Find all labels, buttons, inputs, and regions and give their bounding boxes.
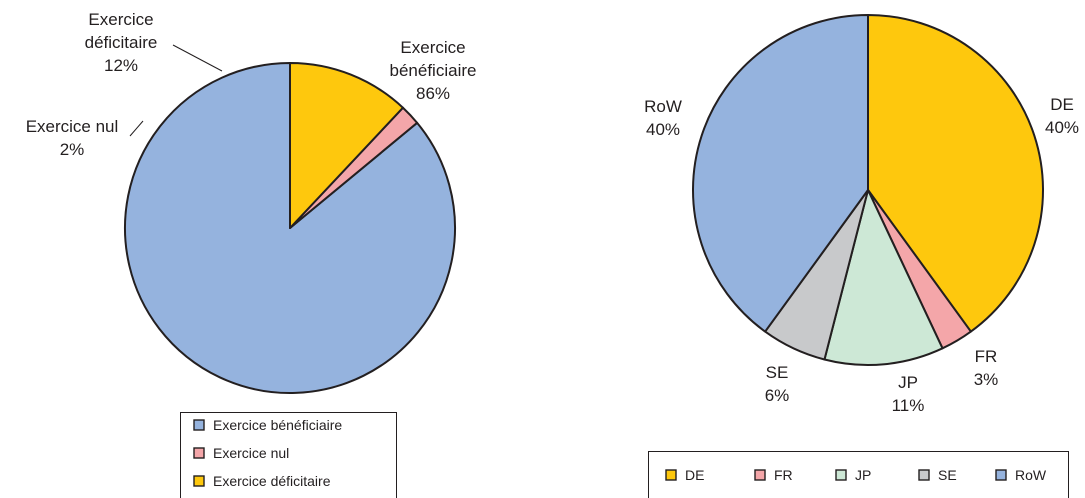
pie-slice-jp <box>823 189 944 366</box>
slice-label-row: RoW 40% <box>644 97 682 139</box>
legend-swatch-exercice-deficitaire <box>193 475 205 487</box>
pie-chart-countries: DE 40% FR 3% JP 11% SE 6% RoW 40% DE FR JP SE RoW <box>644 14 1079 498</box>
legend-label-de: DE <box>685 467 704 483</box>
pie-chart-fiscal-results: Exercice bénéficiaire 86% Exercice nul 2% Exe… <box>26 10 477 498</box>
pie-slice-de <box>867 14 1044 333</box>
pie-slice-exercice-deficitaire <box>289 62 404 229</box>
legend-label-row: RoW <box>1015 467 1047 483</box>
legend: Exercice bénéficiaire Exercice nul Exercic… <box>180 412 397 498</box>
legend-swatch-jp <box>835 469 847 481</box>
legend-label-se: SE <box>938 467 957 483</box>
slice-label-exercice-nul: Exercice nul 2% <box>26 117 119 159</box>
legend-swatch-se <box>918 469 930 481</box>
slice-label-jp: JP 11% <box>892 373 925 415</box>
pie-slice-row <box>692 14 869 333</box>
slice-label-exercice-deficitaire: Exercice déficitaire 12% <box>85 10 158 75</box>
slice-label-se: SE 6% <box>765 363 790 405</box>
legend-swatch-exercice-nul <box>193 447 205 459</box>
legend-swatch-row <box>995 469 1007 481</box>
legend-label-exercice-nul: Exercice nul <box>213 445 289 461</box>
leader-line-exercice-deficitaire <box>172 44 223 72</box>
legend-label-jp: JP <box>855 467 871 483</box>
legend-swatch-de <box>665 469 677 481</box>
legend-swatch-exercice-beneficiaire <box>193 419 205 431</box>
legend: DE FR JP SE RoW <box>648 451 1069 498</box>
legend-label-fr: FR <box>774 467 793 483</box>
slice-label-de: DE 40% <box>1045 95 1079 137</box>
legend-swatch-fr <box>754 469 766 481</box>
leader-line-exercice-nul <box>129 120 144 137</box>
legend-label-exercice-deficitaire: Exercice déficitaire <box>213 473 331 489</box>
legend-box <box>180 412 397 498</box>
slice-label-fr: FR 3% <box>974 347 999 389</box>
slice-label-exercice-beneficiaire: Exercice bénéficiaire 86% <box>390 38 477 103</box>
legend-label-exercice-beneficiaire: Exercice bénéficiaire <box>213 417 342 433</box>
